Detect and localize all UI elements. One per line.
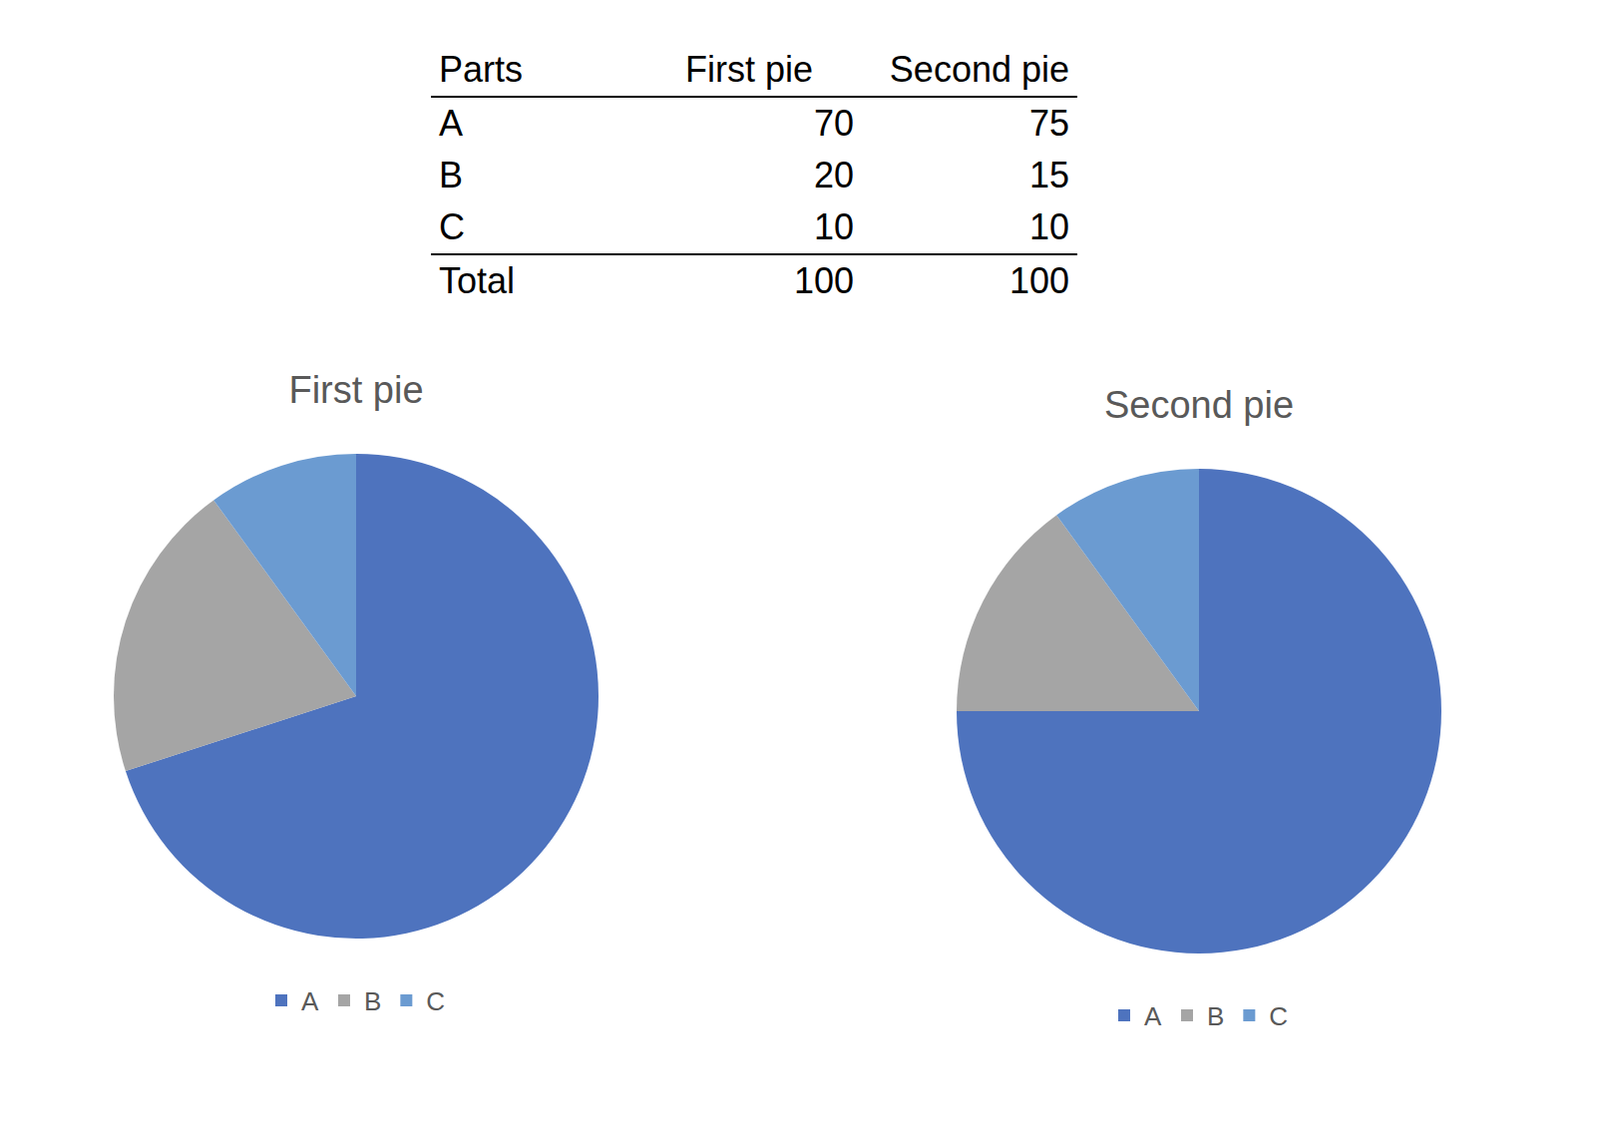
svg-text:First pie: First pie <box>288 369 423 411</box>
html-text:Parts: Parts <box>438 48 523 90</box>
html-text:70: 70 <box>813 102 854 144</box>
html-text:Total: Total <box>438 260 515 302</box>
html-text:B: B <box>438 154 463 196</box>
html-text:First pie: First pie <box>685 48 813 90</box>
svg-text:B: B <box>364 986 382 1017</box>
html-text:10: 10 <box>1029 206 1070 248</box>
html-text:20: 20 <box>813 154 854 196</box>
svg-text:C: C <box>1268 1001 1288 1032</box>
html-text:100: 100 <box>1009 260 1070 302</box>
html-text:100: 100 <box>793 260 854 302</box>
html-text:Second pie: Second pie <box>889 48 1070 90</box>
svg-text:C: C <box>425 986 445 1017</box>
svg-text:B: B <box>1206 1001 1224 1032</box>
html-text:A: A <box>438 102 463 144</box>
svg-text:Second pie: Second pie <box>1104 384 1294 426</box>
html-text:75: 75 <box>1029 102 1070 144</box>
svg-text:A: A <box>1144 1001 1163 1032</box>
html-text:C: C <box>438 206 465 248</box>
svg-text:A: A <box>301 986 320 1017</box>
html-text:15: 15 <box>1029 154 1070 196</box>
html-text:10: 10 <box>813 206 854 248</box>
